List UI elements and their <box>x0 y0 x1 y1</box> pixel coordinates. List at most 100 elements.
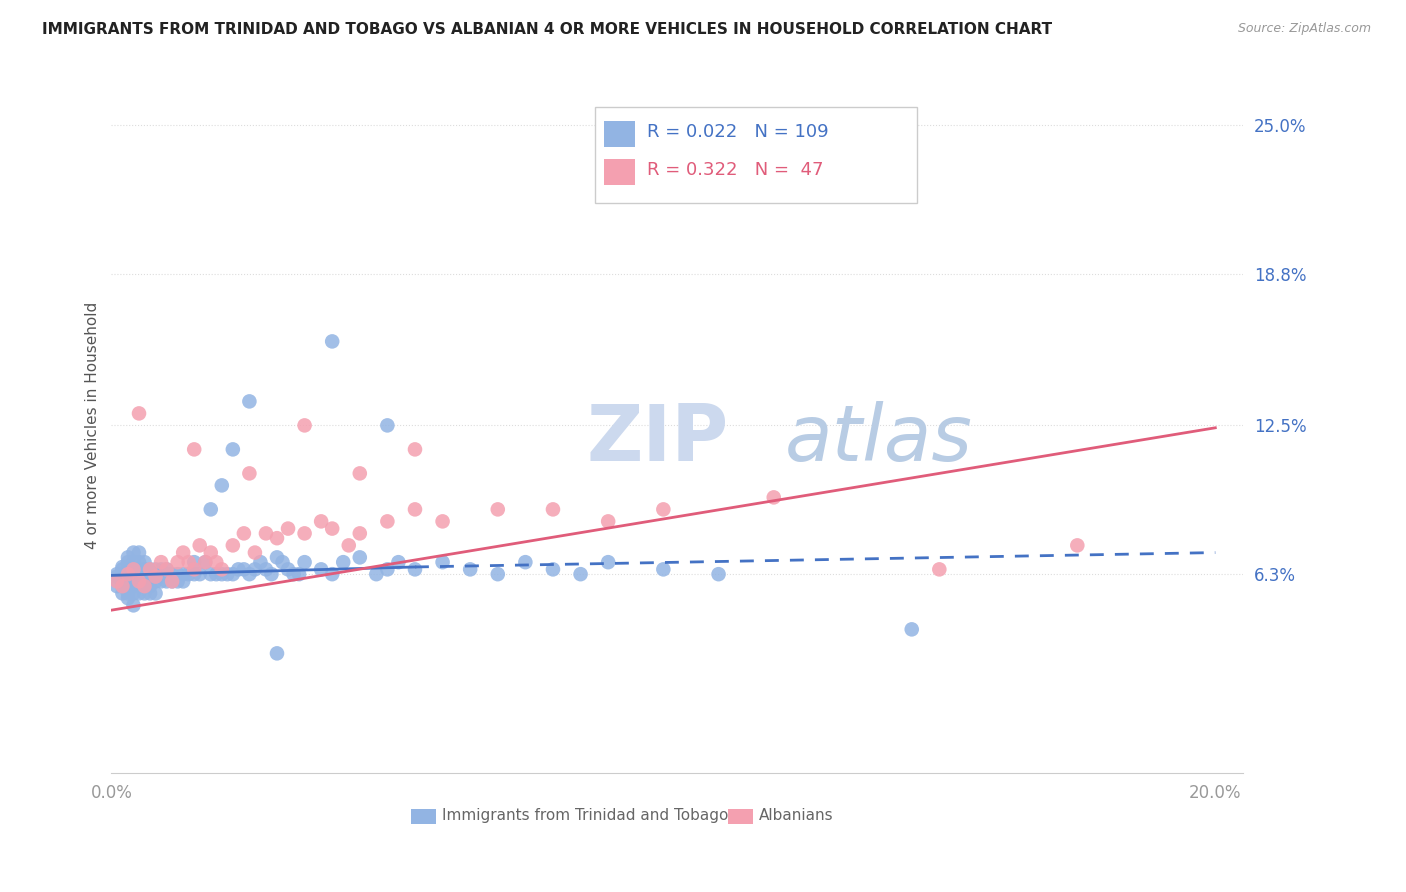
Point <box>122 562 145 576</box>
Point <box>166 555 188 569</box>
Point <box>254 562 277 576</box>
Point <box>105 567 128 582</box>
Point <box>128 555 150 569</box>
Point <box>122 569 145 583</box>
Text: Source: ZipAtlas.com: Source: ZipAtlas.com <box>1237 22 1371 36</box>
Point <box>128 562 150 576</box>
Point <box>283 567 305 582</box>
Point <box>211 562 233 576</box>
Point <box>200 502 222 516</box>
Point <box>150 567 173 582</box>
Point <box>117 555 139 569</box>
Point <box>105 579 128 593</box>
Text: Immigrants from Trinidad and Tobago: Immigrants from Trinidad and Tobago <box>441 808 728 823</box>
Point <box>172 545 194 559</box>
Point <box>145 586 167 600</box>
Text: ZIP: ZIP <box>586 401 728 477</box>
Point <box>228 562 250 576</box>
FancyBboxPatch shape <box>603 120 636 147</box>
Point <box>122 555 145 569</box>
Point <box>117 591 139 606</box>
Point <box>188 538 211 552</box>
Point <box>117 550 139 565</box>
Point <box>243 562 266 576</box>
Point <box>145 574 167 589</box>
Point <box>128 579 150 593</box>
Point <box>266 646 288 660</box>
Point <box>128 586 150 600</box>
Point <box>277 562 299 576</box>
Point <box>105 574 128 589</box>
Text: R = 0.322   N =  47: R = 0.322 N = 47 <box>647 161 823 179</box>
Point <box>928 562 950 576</box>
Point <box>122 586 145 600</box>
Point <box>211 567 233 582</box>
Text: R = 0.022   N = 109: R = 0.022 N = 109 <box>647 123 828 141</box>
Point <box>377 515 399 529</box>
Point <box>271 555 294 569</box>
Point <box>111 579 134 593</box>
Point <box>486 567 509 582</box>
Point <box>238 567 260 582</box>
Text: Albanians: Albanians <box>759 808 834 823</box>
Point <box>366 567 388 582</box>
Point <box>222 567 245 582</box>
Point <box>377 418 399 433</box>
Point <box>150 555 173 569</box>
Point <box>145 567 167 582</box>
Point <box>404 442 426 457</box>
Point <box>188 567 211 582</box>
Point <box>117 562 139 576</box>
Point <box>1066 538 1088 552</box>
Point <box>515 555 537 569</box>
Point <box>205 567 228 582</box>
Point <box>243 545 266 559</box>
Point <box>294 418 316 433</box>
Point <box>166 567 188 582</box>
Point <box>222 442 245 457</box>
Point <box>134 579 156 593</box>
Point <box>117 574 139 589</box>
Point <box>183 555 205 569</box>
Point <box>139 586 162 600</box>
Point <box>111 562 134 576</box>
Point <box>128 545 150 559</box>
Point <box>134 586 156 600</box>
Point <box>155 562 177 576</box>
Point <box>288 567 311 582</box>
Point <box>117 567 139 582</box>
Point <box>458 562 481 576</box>
Point <box>387 555 409 569</box>
Point <box>541 562 564 576</box>
FancyBboxPatch shape <box>412 809 436 824</box>
Point <box>217 567 239 582</box>
Point <box>266 550 288 565</box>
Point <box>200 567 222 582</box>
Point <box>321 522 343 536</box>
Point <box>598 515 620 529</box>
Point <box>238 394 260 409</box>
Point <box>486 502 509 516</box>
Point <box>111 586 134 600</box>
Point <box>160 574 183 589</box>
Point <box>194 555 217 569</box>
Y-axis label: 4 or more Vehicles in Household: 4 or more Vehicles in Household <box>86 301 100 549</box>
Point <box>707 567 730 582</box>
Point <box>139 562 162 576</box>
FancyBboxPatch shape <box>728 809 754 824</box>
Point <box>134 579 156 593</box>
Point <box>377 562 399 576</box>
Point <box>111 560 134 574</box>
Point <box>349 526 371 541</box>
Point <box>166 574 188 589</box>
Point <box>111 569 134 583</box>
Point <box>117 567 139 582</box>
Text: atlas: atlas <box>785 401 973 477</box>
Point <box>134 567 156 582</box>
FancyBboxPatch shape <box>595 107 917 202</box>
Text: IMMIGRANTS FROM TRINIDAD AND TOBAGO VS ALBANIAN 4 OR MORE VEHICLES IN HOUSEHOLD : IMMIGRANTS FROM TRINIDAD AND TOBAGO VS A… <box>42 22 1052 37</box>
Point <box>260 567 283 582</box>
Point <box>232 562 254 576</box>
Point <box>139 562 162 576</box>
Point <box>160 567 183 582</box>
